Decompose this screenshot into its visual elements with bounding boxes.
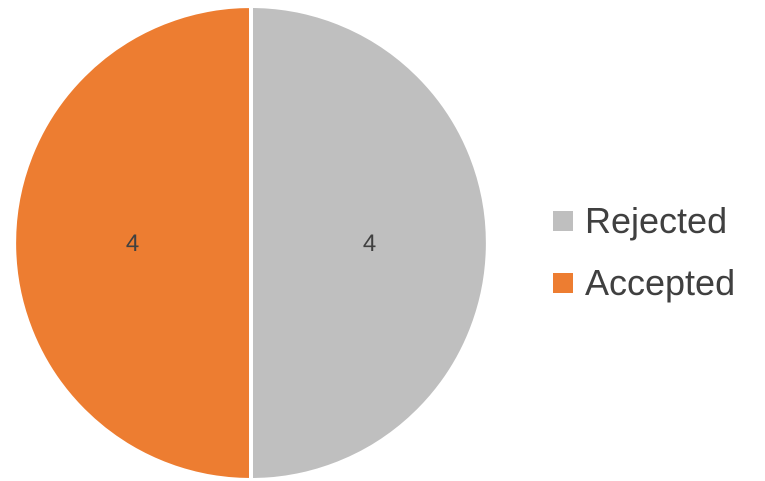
pie-data-labels: 44: [126, 230, 376, 257]
pie-slice-rejected: [249, 4, 490, 481]
data-label-accepted: 4: [126, 230, 139, 257]
legend: Rejected Accepted: [553, 190, 735, 314]
legend-label-rejected: Rejected: [585, 200, 728, 241]
legend-label-accepted: Accepted: [585, 262, 736, 303]
legend-item-rejected: Rejected: [553, 190, 735, 252]
legend-swatch-rejected: [553, 211, 573, 231]
pie-slice-accepted: [12, 4, 253, 481]
pie-slices: [12, 4, 490, 481]
legend-swatch-accepted: [553, 273, 573, 293]
data-label-rejected: 4: [363, 230, 376, 257]
legend-item-accepted: Accepted: [553, 252, 735, 314]
